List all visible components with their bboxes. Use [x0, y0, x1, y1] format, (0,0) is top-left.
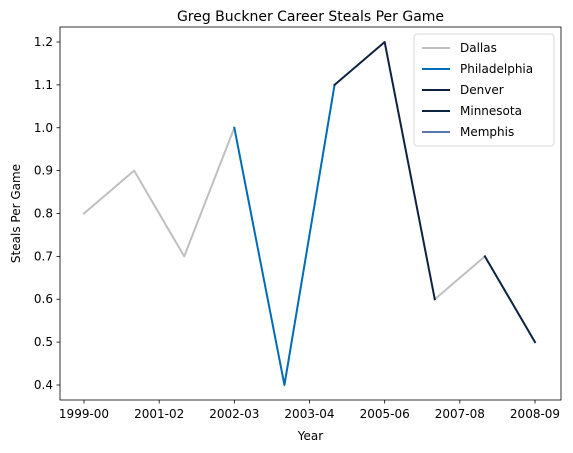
series-line-denver-3	[333, 41, 436, 301]
series-line-minnesota-4	[483, 255, 537, 344]
y-tick-label: 1.2	[34, 35, 53, 49]
y-tick-label: 0.4	[34, 378, 53, 392]
legend-label-minnesota: Minnesota	[460, 104, 522, 118]
legend-label-memphis: Memphis	[460, 125, 514, 139]
series-line-philadelphia-2	[233, 83, 336, 386]
y-tick-label: 1.0	[34, 121, 53, 135]
y-tick-label: 0.9	[34, 164, 53, 178]
series-line-dallas-1	[433, 254, 487, 301]
chart-title: Greg Buckner Career Steals Per Game	[177, 9, 444, 25]
y-tick-label: 0.8	[34, 207, 53, 221]
legend-label-dallas: Dallas	[460, 41, 497, 55]
x-axis-label: Year	[297, 429, 323, 443]
legend: Dallas Philadelphia Denver Minnesota Memphis	[413, 33, 555, 147]
x-tick-label: 1999-00	[59, 407, 109, 421]
x-tick-label: 2002-03	[209, 407, 259, 421]
legend-label-denver: Denver	[460, 83, 504, 97]
y-tick-label: 0.6	[34, 292, 53, 306]
series-line-dallas-0	[82, 126, 236, 258]
y-tick-label: 0.7	[34, 249, 53, 263]
x-tick-label: 2003-04	[284, 407, 334, 421]
legend-box	[413, 33, 555, 147]
ticks-layer: 1999-00 2001-02 2002-03 2003-04 2005-06 2007-…	[34, 35, 560, 421]
x-tick-label: 2007-08	[435, 407, 485, 421]
x-tick-label: 2001-02	[134, 407, 184, 421]
y-tick-label: 1.1	[34, 78, 53, 92]
legend-items: Dallas Philadelphia Denver Minnesota Memphis	[422, 41, 533, 139]
y-axis-label: Steals Per Game	[9, 164, 23, 263]
y-tick-label: 0.5	[34, 335, 53, 349]
x-tick-label: 2008-09	[510, 407, 560, 421]
series-layer	[82, 41, 537, 386]
x-tick-label: 2005-06	[360, 407, 410, 421]
legend-label-philadelphia: Philadelphia	[460, 62, 533, 76]
